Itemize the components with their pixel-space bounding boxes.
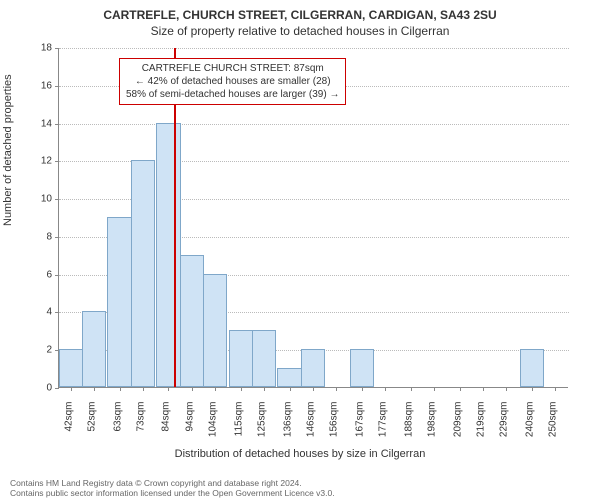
annotation-line: CARTREFLE CHURCH STREET: 87sqm [126, 62, 339, 75]
x-tick-mark [120, 387, 121, 391]
x-tick-mark [313, 387, 314, 391]
histogram-bar [203, 274, 227, 387]
histogram-bar [350, 349, 374, 387]
y-axis-label: Number of detached properties [2, 74, 14, 226]
histogram-bar [301, 349, 325, 387]
histogram-bar [520, 349, 544, 387]
histogram-bar [107, 217, 131, 387]
y-tick-mark [55, 86, 59, 87]
annotation-box: CARTREFLE CHURCH STREET: 87sqm← 42% of d… [119, 58, 346, 105]
histogram-bar [82, 311, 106, 387]
x-tick-mark [215, 387, 216, 391]
gridline [59, 48, 569, 49]
x-tick-mark [532, 387, 533, 391]
x-tick-mark [143, 387, 144, 391]
y-tick-label: 6 [22, 269, 52, 280]
y-tick-label: 2 [22, 345, 52, 356]
y-tick-mark [55, 237, 59, 238]
y-tick-label: 10 [22, 194, 52, 205]
x-tick-mark [168, 387, 169, 391]
x-tick-mark [411, 387, 412, 391]
y-tick-mark [55, 48, 59, 49]
x-tick-mark [94, 387, 95, 391]
x-axis-label: Distribution of detached houses by size … [0, 448, 600, 460]
footer-text: Contains HM Land Registry data © Crown c… [10, 478, 335, 498]
histogram-bar [229, 330, 253, 387]
histogram-bar [156, 123, 180, 387]
y-tick-mark [55, 312, 59, 313]
y-tick-label: 0 [22, 383, 52, 394]
x-tick-mark [555, 387, 556, 391]
histogram-bar [277, 368, 301, 387]
y-tick-label: 14 [22, 118, 52, 129]
x-tick-mark [71, 387, 72, 391]
x-tick-mark [460, 387, 461, 391]
y-tick-label: 18 [22, 43, 52, 54]
y-tick-label: 12 [22, 156, 52, 167]
y-tick-mark [55, 124, 59, 125]
y-tick-mark [55, 199, 59, 200]
y-tick-mark [55, 388, 59, 389]
x-tick-mark [290, 387, 291, 391]
y-tick-label: 8 [22, 231, 52, 242]
chart-container: CARTREFLE, CHURCH STREET, CILGERRAN, CAR… [0, 0, 600, 500]
x-tick-mark [241, 387, 242, 391]
x-tick-mark [264, 387, 265, 391]
annotation-line: 58% of semi-detached houses are larger (… [126, 88, 339, 101]
x-tick-mark [336, 387, 337, 391]
plot-wrapper: 02468101214161842sqm52sqm63sqm73sqm84sqm… [58, 48, 568, 388]
y-tick-label: 4 [22, 307, 52, 318]
histogram-bar [59, 349, 83, 387]
y-tick-label: 16 [22, 80, 52, 91]
title-sub: Size of property relative to detached ho… [0, 22, 600, 38]
footer-line1: Contains HM Land Registry data © Crown c… [10, 478, 335, 488]
x-tick-mark [362, 387, 363, 391]
histogram-bar [131, 160, 155, 387]
histogram-bar [252, 330, 276, 387]
x-tick-mark [483, 387, 484, 391]
gridline [59, 124, 569, 125]
x-tick-mark [434, 387, 435, 391]
annotation-line: ← 42% of detached houses are smaller (28… [126, 75, 339, 88]
footer-line2: Contains public sector information licen… [10, 488, 335, 498]
title-main: CARTREFLE, CHURCH STREET, CILGERRAN, CAR… [0, 0, 600, 22]
y-tick-mark [55, 161, 59, 162]
x-tick-mark [192, 387, 193, 391]
histogram-bar [180, 255, 204, 387]
x-tick-mark [506, 387, 507, 391]
plot-area: 02468101214161842sqm52sqm63sqm73sqm84sqm… [58, 48, 568, 388]
x-tick-mark [385, 387, 386, 391]
y-tick-mark [55, 275, 59, 276]
